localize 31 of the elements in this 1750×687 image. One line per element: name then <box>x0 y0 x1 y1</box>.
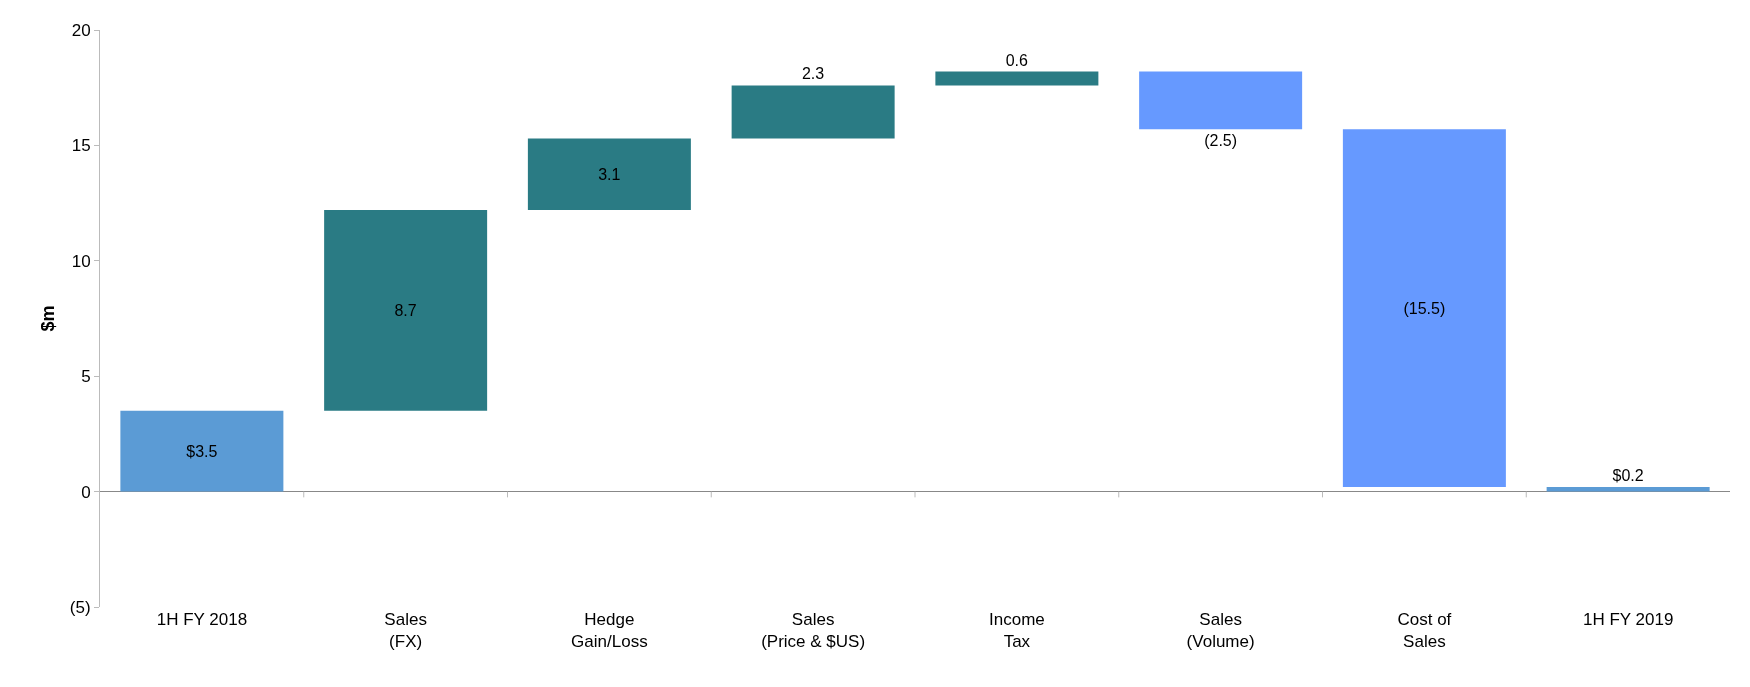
y-tick-label: (5) <box>69 597 91 617</box>
x-tick-label: Cost of Sales <box>1397 610 1452 652</box>
data-label: $3.5 <box>186 442 218 460</box>
y-axis-title: $m <box>38 305 58 332</box>
bar <box>1139 71 1303 130</box>
data-label: (2.5) <box>1204 132 1238 150</box>
y-tick-label: 10 <box>71 251 91 271</box>
x-tick-label: Sales (Price & $US) <box>761 610 866 652</box>
y-tick-label: 15 <box>71 136 91 156</box>
data-label: 0.6 <box>1005 51 1029 69</box>
y-tick-label: 0 <box>81 482 91 502</box>
bar <box>324 210 488 411</box>
bar <box>1342 129 1506 487</box>
bar <box>527 138 691 211</box>
x-tick-label: Sales (Volume) <box>1186 610 1255 652</box>
bar <box>935 71 1099 86</box>
x-tick-label: 1H FY 2019 <box>1582 610 1674 629</box>
data-label: (15.5) <box>1403 299 1446 317</box>
x-tick-label: Hedge Gain/Loss <box>571 610 648 652</box>
data-label: $0.2 <box>1612 466 1644 484</box>
bar <box>731 85 895 139</box>
x-tick-label: Income Tax <box>989 610 1045 652</box>
bar <box>120 410 284 492</box>
y-tick-label: 5 <box>81 367 91 387</box>
x-tick-label: 1H FY 2018 <box>156 610 248 629</box>
data-label: 8.7 <box>394 301 417 319</box>
bar <box>1546 486 1710 492</box>
data-label: 3.1 <box>598 165 621 183</box>
data-label: 2.3 <box>801 65 825 83</box>
y-tick-label: 20 <box>71 20 91 40</box>
x-tick-label: Sales (FX) <box>384 610 427 652</box>
